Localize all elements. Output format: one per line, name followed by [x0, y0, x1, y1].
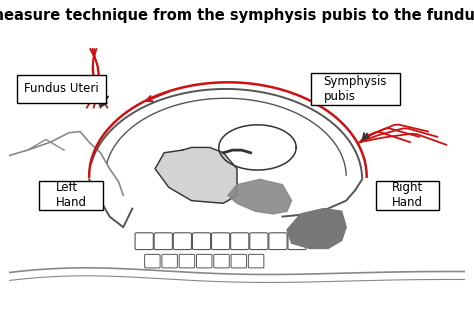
Text: Symphysis
pubis: Symphysis pubis	[324, 75, 387, 103]
Text: Left
Hand: Left Hand	[55, 181, 86, 209]
FancyBboxPatch shape	[288, 233, 306, 249]
FancyBboxPatch shape	[173, 233, 191, 249]
FancyBboxPatch shape	[197, 254, 212, 268]
FancyBboxPatch shape	[39, 181, 103, 210]
FancyBboxPatch shape	[214, 254, 229, 268]
FancyBboxPatch shape	[135, 233, 153, 249]
FancyBboxPatch shape	[269, 233, 287, 249]
Text: Right
Hand: Right Hand	[392, 181, 423, 209]
FancyBboxPatch shape	[162, 254, 177, 268]
FancyBboxPatch shape	[145, 254, 160, 268]
FancyBboxPatch shape	[248, 254, 264, 268]
FancyBboxPatch shape	[192, 233, 210, 249]
Polygon shape	[155, 147, 237, 203]
Polygon shape	[228, 179, 292, 214]
FancyBboxPatch shape	[179, 254, 195, 268]
FancyBboxPatch shape	[376, 181, 439, 210]
FancyBboxPatch shape	[18, 75, 106, 103]
FancyBboxPatch shape	[231, 233, 249, 249]
Text: Tape measure technique from the symphysis pubis to the fundus uteri: Tape measure technique from the symphysi…	[0, 8, 474, 23]
FancyBboxPatch shape	[154, 233, 173, 249]
FancyBboxPatch shape	[250, 233, 268, 249]
Polygon shape	[287, 209, 346, 248]
FancyBboxPatch shape	[211, 233, 230, 249]
FancyBboxPatch shape	[231, 254, 246, 268]
FancyBboxPatch shape	[311, 73, 400, 105]
Text: Fundus Uteri: Fundus Uteri	[25, 82, 99, 95]
